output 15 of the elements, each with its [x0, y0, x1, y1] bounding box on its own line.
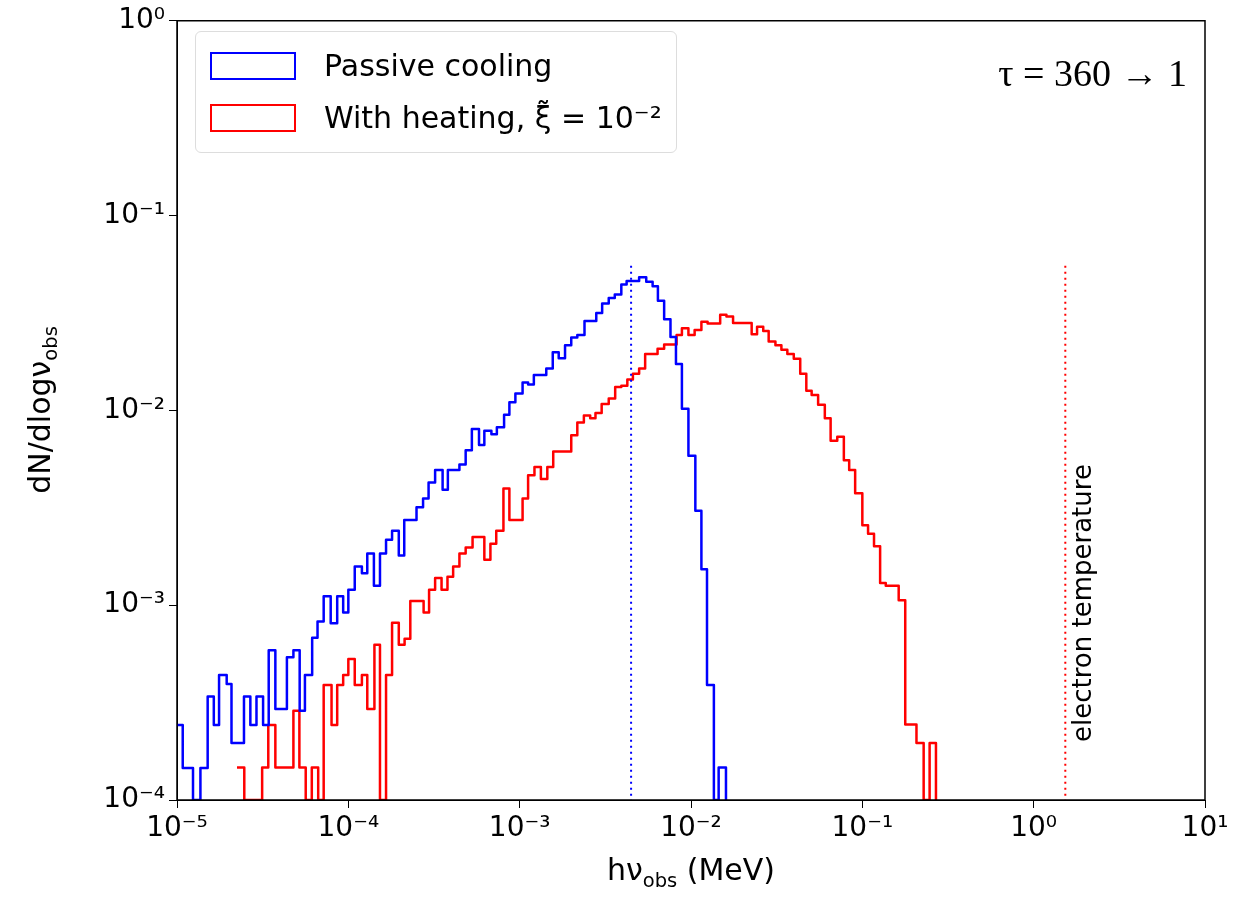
- ref-line-label: electron temperature: [1067, 464, 1098, 742]
- x-tick-label: 10¹: [1181, 810, 1229, 844]
- legend-label: Passive cooling: [324, 48, 553, 84]
- y-tick-label: 10⁻²: [103, 391, 165, 425]
- y-tick-label: 10⁻¹: [103, 196, 165, 230]
- x-tick-label: 10⁻¹: [831, 810, 894, 844]
- x-axis-title: hν$_{obs}$ (MeV): [606, 852, 776, 892]
- x-tick-label: 10⁻³: [488, 810, 551, 844]
- y-tick-label: 10⁰: [118, 2, 165, 36]
- x-tick-label: 10⁻⁴: [317, 810, 380, 844]
- annotation: τ = 360 → 1: [998, 50, 1187, 95]
- x-tick-label: 10⁰: [1010, 810, 1058, 844]
- x-tick-label: 10⁻²: [660, 810, 722, 844]
- legend-label: With heating, ξ̃ = 10⁻²: [324, 100, 662, 136]
- y-tick-label: 10⁻³: [103, 586, 165, 620]
